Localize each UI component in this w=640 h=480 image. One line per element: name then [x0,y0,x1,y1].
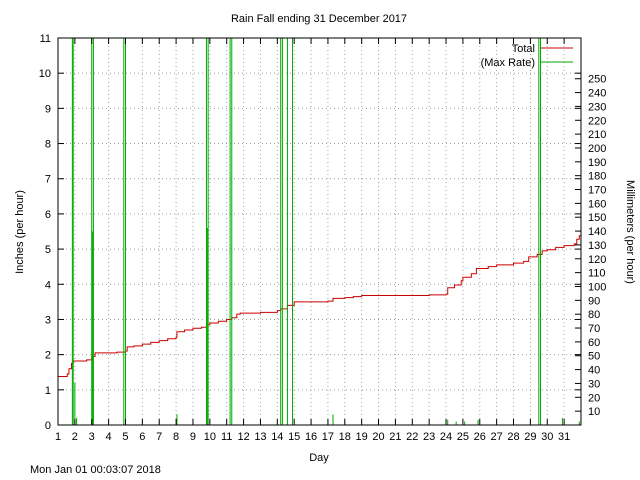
y-tick-label: 11 [40,33,51,45]
y2-tick-label: 40 [588,365,600,377]
x-tick-label: 17 [322,431,334,443]
grid [58,38,581,425]
x-tick-label: 26 [474,431,486,443]
x-tick-label: 15 [288,431,300,443]
x-tick-label: 14 [271,431,283,443]
series-total-line [58,235,582,377]
chart-title: Rain Fall ending 31 December 2017 [231,13,407,25]
y2-tick-label: 230 [588,101,606,113]
y2-tick-label: 70 [588,323,600,335]
y2-tick-label: 160 [588,198,606,210]
x-tick-label: 1 [55,431,61,443]
y2-tick-label: 120 [588,254,606,266]
y2-tick-label: 170 [588,185,606,197]
x-tick-label: 7 [156,431,162,443]
y2-tick-label: 10 [588,406,600,418]
legend: Total (Max Rate) [481,43,573,69]
y-tick-label: 4 [45,279,51,291]
x-tick-label: 24 [440,431,452,443]
y2-tick-label: 90 [588,295,600,307]
y-tick-label: 10 [39,68,51,80]
y-tick-label: 3 [45,314,51,326]
x-tick-label: 12 [237,431,249,443]
y2-tick-label: 100 [588,281,606,293]
x-tick-label: 23 [423,431,435,443]
y2-tick-label: 50 [588,351,600,363]
series-layer [58,38,582,425]
x-tick-label: 19 [356,431,368,443]
y2-tick-label: 140 [588,226,606,238]
x-tick-label: 5 [122,431,128,443]
legend-label: Total [512,43,535,55]
y2-tick-label: 200 [588,143,606,155]
y-tick-label: 1 [45,385,51,397]
x-tick-label: 21 [389,431,401,443]
x-tick-label: 25 [457,431,469,443]
x-axis-label: Day [309,452,329,464]
y2-tick-label: 60 [588,337,600,349]
x-tick-label: 3 [89,431,95,443]
y-tick-label: 6 [45,209,51,221]
y2-tick-label: 240 [588,88,606,100]
y2-tick-label: 250 [588,74,606,86]
x-tick-label: 4 [106,431,112,443]
y2-axis-label: Millimeters (per hour) [624,180,636,284]
x-tick-label: 13 [254,431,266,443]
x-tick-label: 28 [507,431,519,443]
y-tick-label: 2 [45,350,51,362]
x-tick-label: 31 [558,431,570,443]
x-tick-label: 6 [139,431,145,443]
y-tick-label: 8 [45,139,51,151]
x-tick-label: 30 [541,431,553,443]
y2-tick-label: 20 [588,392,600,404]
x-tick-label: 20 [372,431,384,443]
generated-timestamp: Mon Jan 01 00:03:07 2018 [30,464,161,476]
x-tick-label: 22 [406,431,418,443]
y-axis-label: Inches (per hour) [14,190,26,274]
y2-tick-label: 30 [588,378,600,390]
x-tick-label: 11 [221,431,232,443]
x-tick-label: 9 [190,431,196,443]
x-tick-label: 16 [305,431,317,443]
y-tick-label: 9 [45,103,51,115]
y2-tick-label: 190 [588,157,606,169]
x-tick-label: 18 [339,431,351,443]
y2-tick-label: 130 [588,240,606,252]
y2-tick-label: 220 [588,115,606,127]
x-tick-label: 2 [72,431,78,443]
y-tick-label: 0 [45,420,51,432]
y2-tick-label: 110 [588,268,606,280]
x-tick-label: 8 [173,431,179,443]
legend-label: (Max Rate) [481,57,535,69]
y2-tick-label: 80 [588,309,600,321]
y2-tick-label: 150 [588,212,606,224]
x-tick-label: 29 [524,431,536,443]
y-tick-label: 5 [45,244,51,256]
x-tick-label: 10 [204,431,216,443]
y-tick-label: 7 [45,174,51,186]
plot-frame [57,37,582,426]
y2-tick-label: 180 [588,171,606,183]
y2-tick-label: 210 [588,129,606,141]
x-tick-label: 27 [491,431,503,443]
